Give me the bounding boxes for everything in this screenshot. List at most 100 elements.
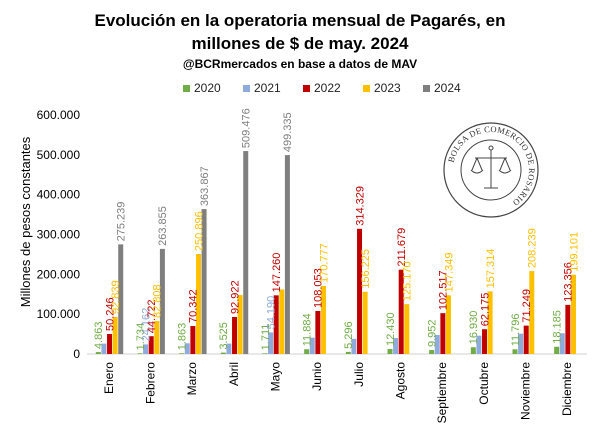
data-label-2020-julio: 5.296 [343,321,355,349]
bar-2023-octubre [487,291,493,354]
bar-2021-mayo [268,332,274,354]
y-axis-ticks: 0 100.000 200.000 300.000 400.000 500.000 600.… [37,108,81,361]
bar-2021-octubre [476,335,482,354]
data-label-2022-septiembre: 102.517 [438,270,450,310]
bar-2020-junio [304,349,310,354]
chart-subtitle: @BCRmercados en base a datos de MAV [183,57,417,71]
bar-2021-septiembre [434,334,440,354]
bar-2023-enero [112,317,118,354]
y-axis-label: Millones de pesos constantes [18,136,33,307]
bar-2022-marzo [190,325,196,354]
legend-swatch-2021 [243,85,250,92]
bar-2024-marzo [201,209,207,354]
x-tick-label-enero: Enero [102,362,116,394]
bar-2021-julio [351,338,357,354]
data-label-2020-septiembre: 9.952 [426,320,438,348]
bar-2020-abril [220,352,226,354]
y-tick-label: 0 [73,347,80,361]
bar-2020-julio [345,351,351,354]
bar-2022-julio [357,228,363,354]
x-tick-label-febrero: Febrero [144,362,158,404]
data-label-2022-julio: 314.329 [354,186,366,226]
x-tick-label-agosto: Agosto [394,362,408,400]
data-label-2022-abril: 92.922 [229,280,241,314]
x-tick-label-septiembre: Septiembre [435,362,449,424]
bar-2021-enero [101,343,107,354]
bar-2020-septiembre [429,350,435,354]
legend-swatch-2023 [363,85,370,92]
bar-2020-marzo [179,353,185,354]
bar-2023-junio [320,285,326,354]
data-label-2023-julio: 156.225 [360,249,372,289]
scales-of-justice-icon [470,145,512,189]
legend-label-2023: 2023 [374,81,401,95]
data-label-2020-agosto: 12.430 [385,312,397,346]
bar-2022-febrero [148,336,154,354]
data-label-2022-febrero: 44.722 [146,300,158,334]
data-label-2020-febrero: 1.734 [135,323,147,351]
category-labels: Enero Febrero Marzo Abril Mayo Junio Julio Agos… [102,362,574,424]
data-label-2020-abril: 3.525 [218,322,230,350]
data-label-2021-febrero: 24.162 [140,308,152,342]
bar-2023-abril [237,295,243,354]
data-label-2024-enero: 275.239 [116,202,128,242]
bar-2024-abril [243,151,249,354]
bar-2021-abril [226,343,232,354]
y-tick-label: 100.000 [37,307,81,321]
y-tick-label: 400.000 [37,188,81,202]
data-label-2023-septiembre: 147.349 [443,253,455,293]
seal-inner-ring [460,139,522,201]
x-tick-label-mayo: Mayo [269,362,283,392]
data-label-2024-marzo: 363.867 [199,166,211,206]
data-label-2021-mayo: 54.190 [265,296,277,330]
legend-swatch-2024 [423,85,430,92]
data-label-2023-noviembre: 208.239 [527,228,539,268]
bar-2024-mayo [284,155,290,354]
bar-2024-febrero [159,248,165,354]
bar-2020-noviembre [512,349,518,354]
bar-2020-enero [95,352,101,354]
chart-title-line2: millones de $ de may. 2024 [191,34,409,53]
x-tick-label-diciembre: Diciembre [560,362,574,416]
data-label-2020-junio: 11.884 [301,313,313,346]
data-label-2023-febrero: 82.808 [152,284,164,318]
bar-2024-enero [118,244,124,354]
bar-2023-julio [362,291,368,354]
data-label-2022-agosto: 211.679 [396,228,408,267]
bar-2021-febrero [143,344,149,354]
y-tick-label: 300.000 [37,228,81,242]
bar-2021-agosto [393,338,399,354]
bar-2021-noviembre [518,333,524,354]
bar-2022-mayo [273,295,279,354]
bar-2022-abril [232,316,238,354]
bar-2022-enero [107,333,113,354]
y-tick-label: 200.000 [37,267,81,281]
data-label-2024-abril: 509.476 [241,108,253,148]
bar-2022-agosto [398,269,404,354]
data-label-2020-octubre: 16.930 [468,311,480,345]
bar-2022-octubre [482,329,488,354]
data-label-2022-octubre: 62.175 [479,293,491,327]
bars [95,151,576,354]
legend-swatch-2020 [183,85,190,92]
data-label-2020-mayo: 1.711 [260,324,272,351]
data-label-2023-enero: 92.839 [110,280,122,314]
x-tick-label-julio: Julio [352,362,366,387]
data-label-2022-mayo: 147.260 [271,253,283,293]
y-tick-label: 600.000 [37,108,81,122]
bcr-seal-logo: BOLSA DE COMERCIO DE ROSARIO [443,122,539,218]
legend-swatch-2022 [303,85,310,92]
data-label-2022-enero: 50.246 [104,297,116,331]
data-label-2023-junio: 170.777 [318,243,330,283]
bar-2023-noviembre [529,271,535,354]
data-label-2023-marzo: 250.896 [193,211,205,251]
data-label-2023-agosto: 125.170 [402,261,414,301]
bar-2021-junio [309,337,315,354]
y-tick-label: 500.000 [37,148,81,162]
data-label-2023-octubre: 157.314 [485,249,497,289]
bar-2023-marzo [195,254,201,354]
bar-2023-agosto [404,304,410,354]
bar-2023-mayo [279,289,285,354]
